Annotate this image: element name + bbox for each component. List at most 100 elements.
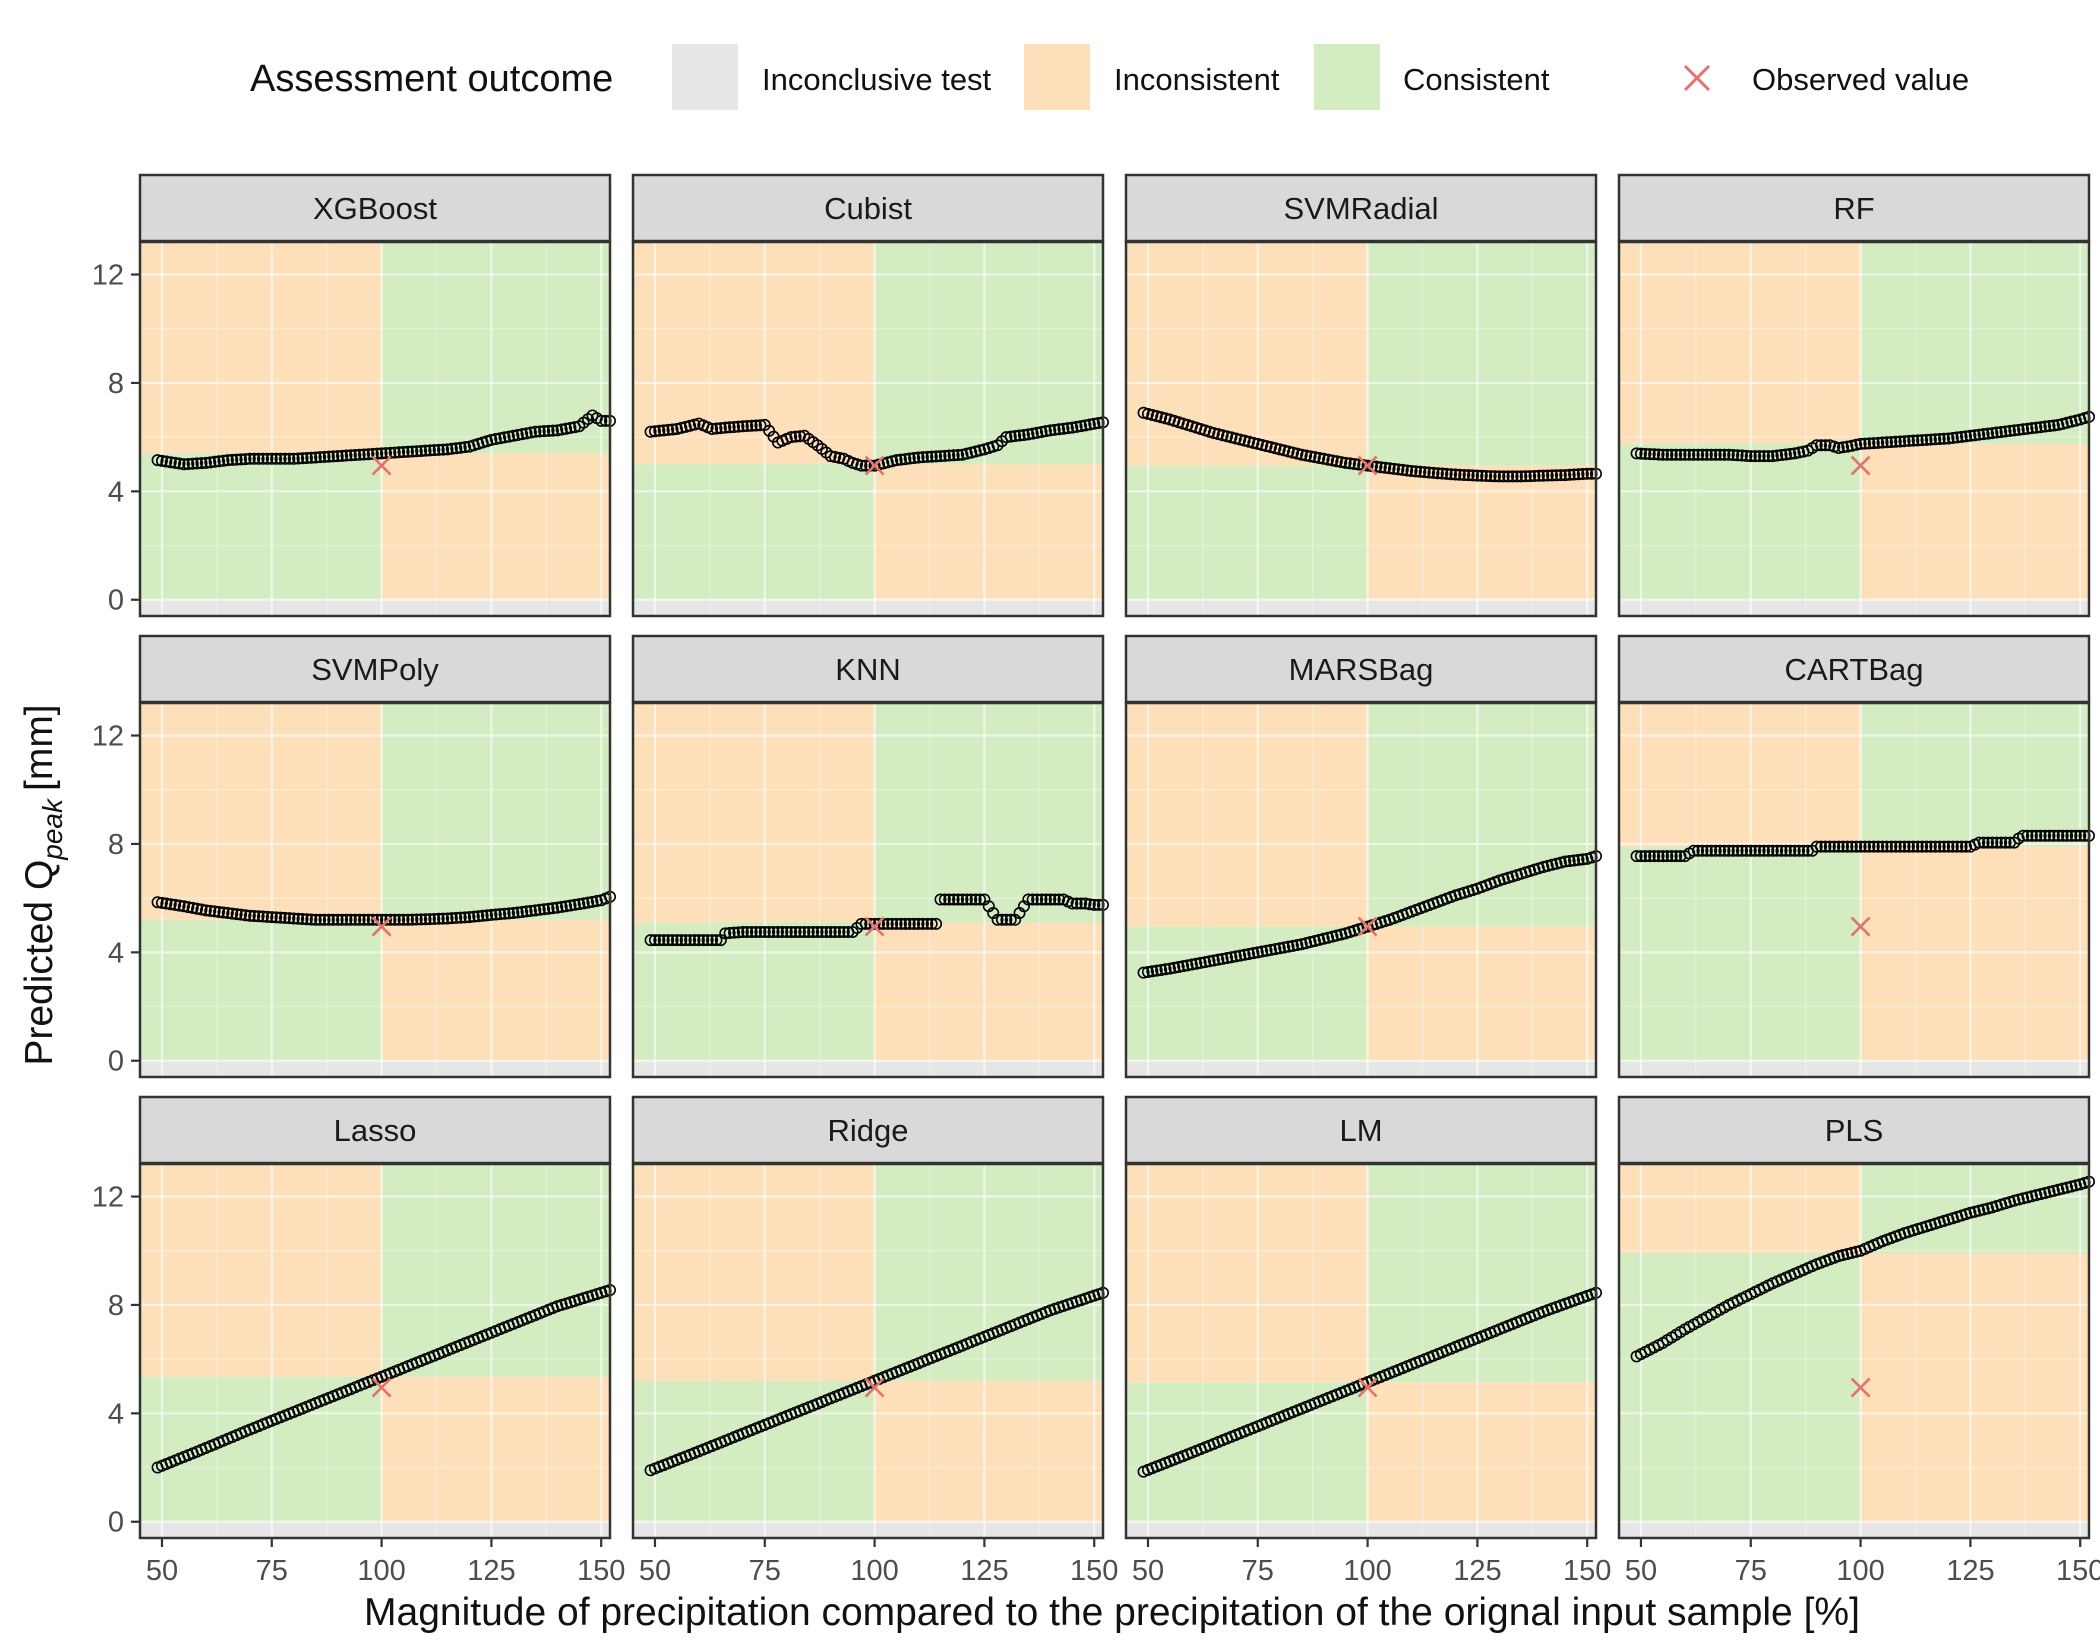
x-tick-label: 100 <box>850 1555 898 1587</box>
data-point <box>1436 467 1449 480</box>
data-point <box>1788 447 1801 460</box>
data-point <box>1035 893 1048 906</box>
region-consistent <box>874 1164 1103 1381</box>
data-point <box>732 420 745 433</box>
data-point <box>662 423 675 436</box>
data-point <box>2012 423 2025 436</box>
region-inconclusive <box>1619 1521 2089 1538</box>
data-point <box>1898 840 1911 853</box>
data-point <box>1048 423 1061 436</box>
data-point <box>657 424 670 437</box>
data-point <box>2047 1184 2060 1197</box>
data-point <box>529 425 542 438</box>
data-point <box>1199 956 1212 969</box>
data-point <box>524 904 537 917</box>
data-point <box>217 454 230 467</box>
data-point <box>1335 456 1348 469</box>
data-point <box>837 926 850 939</box>
data-point <box>1251 437 1264 450</box>
data-point <box>344 913 357 926</box>
data-point <box>1581 467 1594 480</box>
data-point <box>1524 470 1537 483</box>
region-inconsistent <box>1619 1164 1861 1254</box>
data-point <box>256 910 269 923</box>
data-point <box>1898 435 1911 448</box>
data-point <box>1515 470 1528 483</box>
region-inconsistent <box>1860 1253 2089 1522</box>
data-point <box>441 912 454 925</box>
x-tick-label: 100 <box>1836 1555 1884 1587</box>
data-point <box>1670 850 1683 863</box>
data-point <box>459 911 472 924</box>
data-point <box>160 455 173 468</box>
data-point <box>956 893 969 906</box>
data-point <box>1863 437 1876 450</box>
data-point <box>1423 466 1436 479</box>
observed-value-cross-icon <box>1683 64 1711 92</box>
data-point <box>419 444 432 457</box>
data-point <box>1977 836 1990 849</box>
data-point <box>2025 422 2038 435</box>
data-point <box>1964 429 1977 442</box>
data-point <box>516 428 529 441</box>
data-point <box>1740 844 1753 857</box>
data-point <box>1300 449 1313 462</box>
data-point <box>736 926 749 939</box>
data-point <box>344 449 357 462</box>
data-point <box>410 913 423 926</box>
data-point <box>1053 423 1066 436</box>
y-axis-title-unit: [mm] <box>18 704 61 791</box>
data-point <box>741 420 754 433</box>
data-point <box>498 907 511 920</box>
data-point <box>1066 897 1079 910</box>
data-point <box>1242 435 1255 448</box>
data-point <box>235 453 248 466</box>
data-point <box>445 912 458 925</box>
data-point <box>1656 448 1669 461</box>
data-point <box>485 433 498 446</box>
data-point <box>428 444 441 457</box>
region-inconclusive <box>140 1521 610 1538</box>
series-points-svmpoly <box>151 890 616 926</box>
data-point <box>322 450 335 463</box>
data-point <box>1981 836 1994 849</box>
data-point <box>1506 470 1519 483</box>
data-point <box>406 913 419 926</box>
data-point <box>507 429 520 442</box>
data-point <box>1304 450 1317 463</box>
data-point <box>2034 421 2047 434</box>
data-point <box>855 917 868 930</box>
y-tick-label: 12 <box>92 260 124 292</box>
data-point <box>1088 898 1101 911</box>
data-point <box>1705 844 1718 857</box>
observed-value-marker <box>371 455 392 476</box>
data-point <box>1692 448 1705 461</box>
data-point <box>1031 893 1044 906</box>
data-point <box>2025 1190 2038 1203</box>
data-point <box>1823 840 1836 853</box>
data-point <box>899 917 912 930</box>
data-point <box>930 450 943 463</box>
data-point <box>401 913 414 926</box>
data-point <box>305 451 318 464</box>
data-point <box>555 900 568 913</box>
data-point <box>934 450 947 463</box>
data-point <box>1313 933 1326 946</box>
data-point <box>767 926 780 939</box>
data-point <box>1661 448 1674 461</box>
data-point <box>916 917 929 930</box>
data-point <box>1639 447 1652 460</box>
data-point <box>573 898 586 911</box>
data-point <box>719 421 732 434</box>
data-point <box>1039 893 1052 906</box>
data-point <box>1683 448 1696 461</box>
data-point <box>1225 951 1238 964</box>
panel-lasso: Lasso 0 4 8 12 50 75 100 125 150 <box>92 1095 625 1587</box>
strip-knn <box>631 634 1105 704</box>
data-point <box>1674 448 1687 461</box>
data-point <box>155 896 168 909</box>
data-point <box>1837 1249 1850 1262</box>
data-point <box>1546 858 1559 871</box>
data-point <box>754 419 767 432</box>
region-inconsistent <box>140 242 382 454</box>
